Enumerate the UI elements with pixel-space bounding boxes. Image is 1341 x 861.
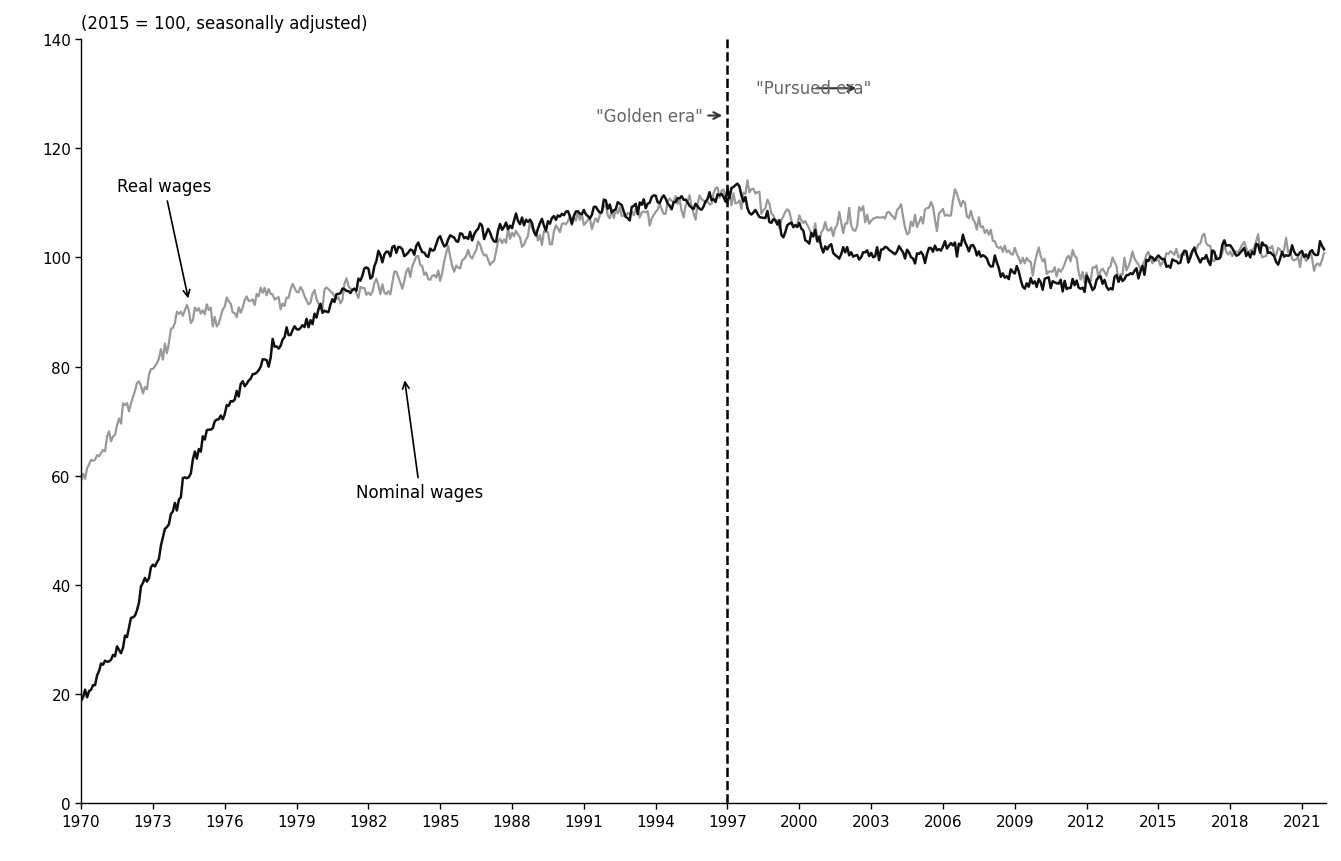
- Text: "Golden era": "Golden era": [595, 108, 720, 126]
- Text: Real wages: Real wages: [117, 178, 212, 297]
- Text: "Pursued era": "Pursued era": [756, 80, 872, 98]
- Text: Nominal wages: Nominal wages: [357, 382, 484, 502]
- Text: (2015 = 100, seasonally adjusted): (2015 = 100, seasonally adjusted): [80, 15, 367, 33]
